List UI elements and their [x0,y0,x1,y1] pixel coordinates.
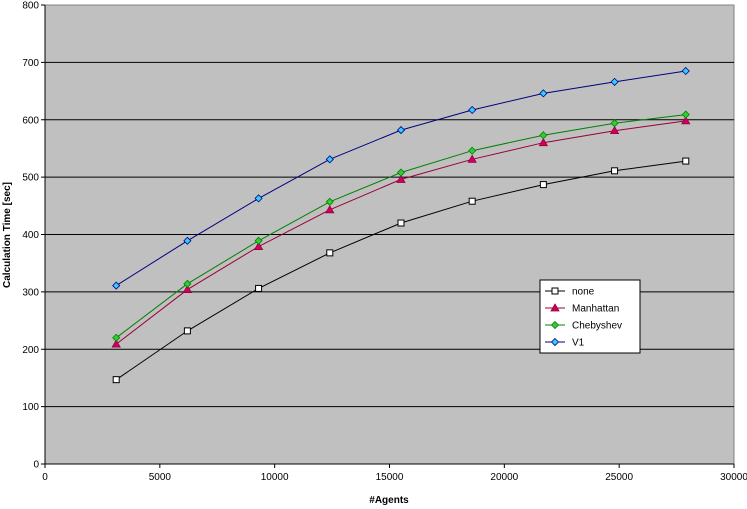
y-tick-label: 600 [22,115,39,126]
x-tick-label: 15000 [376,472,404,483]
data-point-v1 [610,77,619,86]
data-point-v1 [681,66,690,76]
data-point-chebyshev [183,279,192,288]
data-point-chebyshev [325,197,334,206]
data-point-none [326,249,334,257]
data-point-none [255,284,263,292]
legend-label-chebyshev: Chebyshev [572,321,622,332]
data-point-v1 [254,194,263,203]
y-tick-label: 700 [22,58,39,69]
data-point-chebyshev [254,236,263,245]
data-point-manhattan [467,154,477,163]
legend-marker-manhattan [550,303,560,312]
data-point-v1 [183,236,192,245]
data-point-chebyshev [112,333,121,342]
legend-label-v1: V1 [572,338,585,349]
data-point-v1 [396,126,406,135]
data-point-none [468,197,476,205]
data-point-manhattan [182,284,193,293]
x-tick-label: 5000 [149,472,172,483]
data-point-chebyshev [396,168,406,177]
x-tick-label: 30000 [720,472,747,483]
series-markers [111,66,691,384]
x-tick-label: 20000 [490,472,518,483]
data-point-none [397,219,405,227]
y-tick-label: 0 [33,460,39,471]
y-tick-label: 300 [22,287,39,298]
data-point-chebyshev [539,131,548,140]
legend: none Manhattan Chebyshev V1 [539,279,641,354]
x-tick-label: 0 [42,472,48,483]
x-tick-label: 10000 [261,472,289,483]
data-point-manhattan [325,205,335,214]
data-point-none [183,327,191,335]
data-point-none [539,181,547,189]
data-point-manhattan [253,241,264,250]
data-point-v1 [468,105,477,115]
data-point-none [682,157,690,165]
data-point-v1 [539,89,548,98]
y-tick-label: 200 [22,345,39,356]
data-point-chebyshev [610,119,619,128]
data-point-chebyshev [681,110,690,119]
x-tick-label: 25000 [605,472,633,483]
y-tick-label: 800 [22,1,39,12]
legend-marker-v1 [550,337,560,347]
y-axis-title: Calculation Time [sec] [2,182,13,288]
data-point-v1 [325,155,334,164]
data-point-manhattan [681,116,691,125]
data-point-manhattan [538,137,549,147]
legend-label-none: none [572,287,595,298]
y-tick-label: 400 [22,230,39,241]
data-point-chebyshev [468,146,477,155]
y-tick-label: 500 [22,173,39,184]
data-point-manhattan [609,125,620,135]
axes: 0 100 200 300 400 500 600 700 800 0 5000 10000 15000… [22,1,747,484]
legend-marker-chebyshev [550,320,560,330]
data-point-v1 [112,281,121,290]
x-axis-title: #Agents [369,495,409,506]
data-point-none [611,167,619,175]
data-point-manhattan [111,339,121,348]
legend-marker-none [551,287,559,295]
y-tick-label: 100 [22,402,39,413]
data-point-manhattan [396,174,406,183]
data-point-none [112,376,120,384]
legend-label-manhattan: Manhattan [572,304,619,315]
